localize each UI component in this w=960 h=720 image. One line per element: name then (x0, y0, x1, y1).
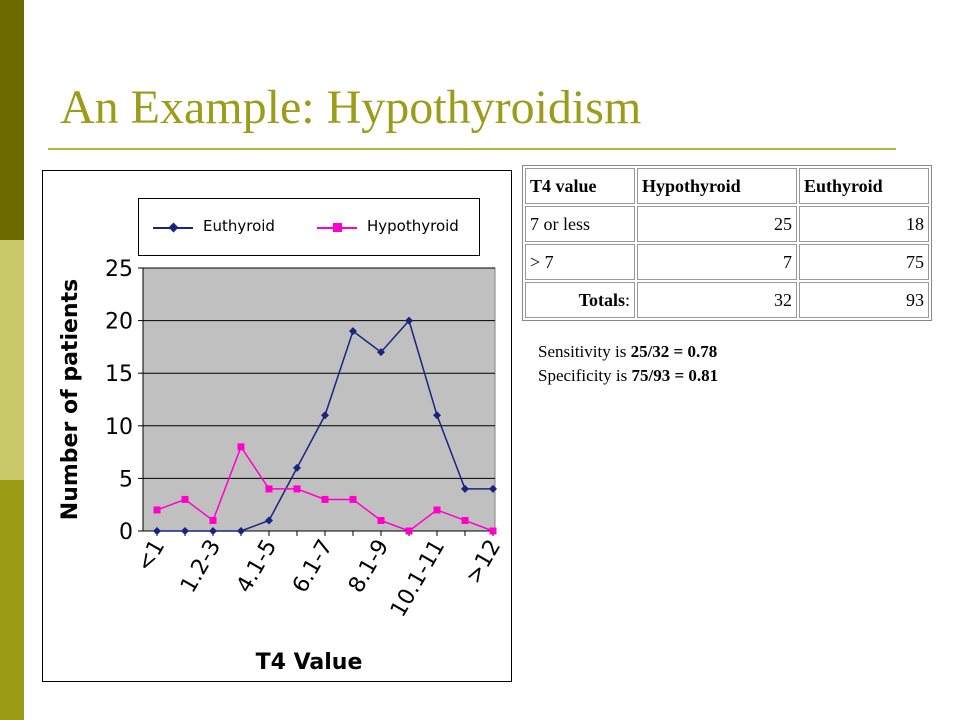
table-header-cell: Euthyroid (799, 168, 929, 204)
diamond-marker-icon (168, 222, 179, 233)
data-point-hypothyroid (293, 485, 301, 493)
chart-canvas: 0 5 10 15 20 25 <1 1.2-3 4.1-5 6.1-7 8.1-910.1-11 >… (58, 257, 506, 675)
data-point-hypothyroid (349, 495, 357, 503)
legend-label-hypothyroid: Hypothyroid (367, 217, 459, 235)
accent-bar-middle (0, 240, 24, 480)
data-point-euthyroid (209, 527, 217, 535)
data-point-euthyroid (237, 527, 245, 535)
table-row: 7 or less 25 18 (525, 206, 929, 242)
specificity-line: Specificity is 75/93 = 0.81 (538, 364, 718, 388)
table-cell: 32 (637, 282, 797, 318)
table-cell: 75 (799, 244, 929, 280)
data-point-euthyroid (265, 516, 273, 525)
plot-area (142, 267, 496, 532)
data-point-euthyroid (405, 316, 413, 325)
y-tick-label: 15 (105, 362, 133, 387)
x-tick-label: >12 (461, 536, 506, 589)
x-tick-label: 1.2-3 (176, 536, 226, 598)
totals-label-cell: Totals: (525, 282, 635, 318)
data-point-hypothyroid (489, 527, 497, 535)
y-tick-label: 0 (119, 520, 133, 545)
data-point-hypothyroid (237, 443, 245, 451)
data-point-euthyroid (293, 463, 301, 472)
data-point-hypothyroid (405, 527, 413, 535)
y-tick-label: 5 (119, 467, 133, 492)
x-axis-title: T4 Value (256, 650, 363, 675)
data-point-hypothyroid (321, 495, 329, 503)
table-cell: > 7 (525, 244, 635, 280)
data-point-euthyroid (489, 484, 497, 493)
sensitivity-prefix: Sensitivity is (538, 342, 631, 361)
sensitivity-line: Sensitivity is 25/32 = 0.78 (538, 340, 718, 364)
table-cell: 93 (799, 282, 929, 318)
y-tick-label: 25 (105, 257, 133, 282)
table-cell: 18 (799, 206, 929, 242)
x-tick-label: 6.1-7 (288, 536, 338, 598)
totals-label: Totals (578, 289, 625, 310)
table-totals-row: Totals: 32 93 (525, 282, 929, 318)
table-cell: 25 (637, 206, 797, 242)
x-tick-label: 10.1-11 (386, 536, 450, 622)
data-point-euthyroid (461, 484, 469, 493)
sensitivity-value: 25/32 = 0.78 (630, 342, 718, 361)
data-point-hypothyroid (377, 516, 385, 524)
accent-bar-bottom (0, 480, 24, 720)
square-marker-icon (333, 223, 342, 232)
totals-colon: : (624, 289, 630, 310)
table-header-cell: T4 value (525, 168, 635, 204)
y-axis-title: Number of patients (58, 279, 83, 520)
data-point-hypothyroid (461, 516, 469, 524)
chart-legend: Euthyroid Hypothyroid (138, 198, 480, 256)
data-point-hypothyroid (209, 516, 217, 524)
data-point-hypothyroid (433, 506, 441, 514)
accent-bar-top (0, 0, 24, 240)
x-tick-label: 4.1-5 (232, 536, 282, 598)
data-point-hypothyroid (153, 506, 161, 514)
data-point-euthyroid (433, 411, 441, 420)
table-header-row: T4 value Hypothyroid Euthyroid (525, 168, 929, 204)
specificity-value: 75/93 = 0.81 (631, 366, 719, 385)
table-header-cell: Hypothyroid (637, 168, 797, 204)
data-point-hypothyroid (265, 485, 273, 493)
data-point-euthyroid (153, 527, 161, 535)
title-underline (48, 148, 896, 150)
slide-title: An Example: Hypothyroidism (60, 81, 642, 134)
data-point-euthyroid (181, 527, 189, 535)
data-point-euthyroid (349, 327, 357, 336)
data-point-hypothyroid (181, 495, 189, 503)
x-tick-label: 8.1-9 (344, 536, 394, 598)
data-point-euthyroid (321, 411, 329, 420)
table-cell: 7 (637, 244, 797, 280)
t4-table: T4 value Hypothyroid Euthyroid 7 or less… (522, 165, 932, 321)
stats-block: Sensitivity is 25/32 = 0.78 Specificity … (538, 340, 718, 388)
data-point-euthyroid (377, 348, 385, 357)
table-row: > 7 7 75 (525, 244, 929, 280)
specificity-prefix: Specificity is (538, 366, 632, 385)
table-cell: 7 or less (525, 206, 635, 242)
y-tick-label: 20 (105, 310, 133, 335)
y-tick-label: 10 (105, 415, 133, 440)
x-tick-label: <1 (132, 536, 170, 577)
legend-label-euthyroid: Euthyroid (203, 217, 275, 235)
